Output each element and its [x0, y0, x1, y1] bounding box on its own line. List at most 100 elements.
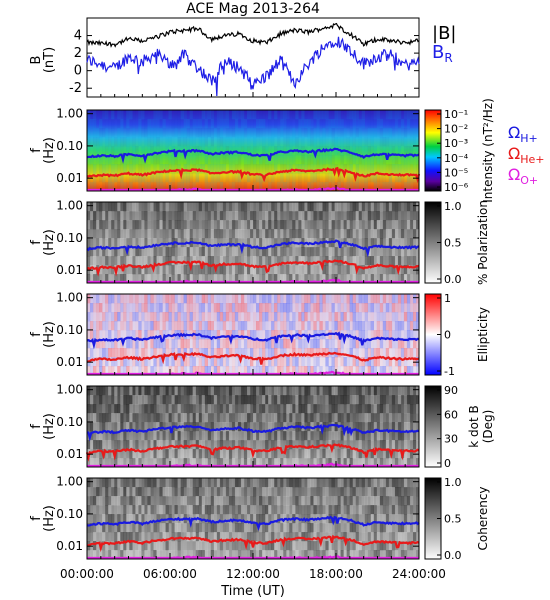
colorbar-tick-label: 0.0	[444, 273, 462, 286]
time-tick-label: 12:00:00	[226, 567, 280, 581]
freq-ylabel-line1: f	[29, 240, 44, 245]
omega-he-line	[86, 166, 421, 184]
colorbar-tick-label: 0.5	[444, 237, 462, 250]
omega-h-line	[86, 331, 420, 350]
freq-ylabel-line1: f	[29, 424, 44, 429]
colorbar-tick-label: 0.5	[444, 513, 462, 526]
freq-tick-label: 0.10	[56, 415, 83, 429]
omega-he-line	[86, 259, 420, 277]
freq-tick-label: 0.01	[56, 355, 83, 369]
omega-h-line	[86, 423, 420, 442]
freq-ylabel-line2: (Hz)	[42, 229, 57, 256]
intensity-panel: 1.00 0.10 0.01 f(Hz) 10⁻¹ 10⁻²10⁻³ 10⁻⁴10⁻⁵ 10⁻…	[29, 98, 495, 203]
freq-ylabel-line2: (Hz)	[42, 137, 57, 164]
spectrogram-background	[87, 110, 419, 191]
colorbar-tick-label: 10⁻⁴	[444, 152, 469, 165]
colorbar-tick-label: 1.0	[444, 476, 462, 489]
colorbar-tick-label: 0	[444, 329, 451, 342]
colorbar-tick-label: 10⁻¹	[444, 108, 468, 121]
colorbar-tick-label: 0	[444, 457, 451, 470]
b-field-ytick-label: -2	[69, 81, 82, 96]
gyrofrequency-legend: ΩH+ ΩHe+ ΩO+	[508, 123, 545, 187]
spectrogram-background	[87, 294, 419, 375]
freq-ylabel-line2: (Hz)	[42, 505, 57, 532]
spectrogram-texture	[87, 294, 420, 376]
colorbar	[424, 109, 442, 192]
freq-tick-label: 0.10	[56, 323, 83, 337]
spectrogram-texture	[87, 478, 420, 560]
ellipticity-panel: 1.00 0.10 0.01 f(Hz) 1 0 -1 Ellipticity	[29, 291, 490, 378]
omega-h-line	[86, 515, 420, 531]
colorbar-tick-label: 10⁻³	[444, 137, 468, 150]
colorbar-tick-label: 1	[444, 292, 451, 305]
omega-h-line	[86, 147, 420, 164]
colorbar-tick-label: -1	[444, 365, 455, 378]
kdotb-panel: 1.00 0.10 0.01 f(Hz) 90 60 30 0 k dot B (Deg)	[29, 383, 495, 470]
freq-tick-label: 0.10	[56, 231, 83, 245]
time-axis: 00:00:00 06:00:00 12:00:00 18:00:00 24:00:00	[60, 567, 446, 581]
spectrogram-texture	[87, 202, 420, 284]
b-field-ytick-label: 2	[74, 46, 82, 61]
freq-tick-label: 1.00	[56, 383, 83, 397]
colorbar-tick-label: 10⁻⁶	[444, 181, 469, 194]
colorbar-tick-label: 30	[444, 433, 458, 446]
colorbar-tick-label: 0.0	[444, 549, 462, 562]
b-field-ytick-label: 4	[74, 29, 82, 44]
freq-tick-label: 0.01	[56, 171, 83, 185]
time-tick-label: 18:00:00	[309, 567, 363, 581]
b-field-frame	[86, 17, 420, 98]
colorbar-tick-label: 1.0	[444, 200, 462, 213]
freq-tick-label: 1.00	[56, 199, 83, 213]
time-tick-label: 00:00:00	[60, 567, 114, 581]
omega-h-line	[86, 239, 420, 258]
legend-b-radial-sub: R	[444, 51, 452, 65]
time-tick-label: 24:00:00	[392, 567, 446, 581]
freq-tick-label: 0.10	[56, 507, 83, 521]
colorbar-title: Intensity (nT²/Hz)	[481, 98, 495, 203]
b-field-ylabel-line1: B	[29, 56, 44, 65]
colorbar-title: Coherency	[476, 486, 490, 550]
b-field-ylabel-line2: (nT)	[42, 47, 57, 73]
colorbar-title-line1: k dot B	[467, 405, 481, 447]
freq-tick-label: 0.01	[56, 263, 83, 277]
legend-omega-o: ΩO+	[508, 165, 538, 187]
spectrogram-panels: 1.000.100.01f(Hz)10⁻¹10⁻²10⁻³10⁻⁴10⁻⁵10⁻…	[29, 98, 495, 562]
freq-tick-label: 0.01	[56, 539, 83, 553]
polarization-panel: 1.00 0.10 0.01 f(Hz) 1.0 0.5 0.0 % Polarization	[29, 199, 490, 286]
freq-tick-label: 1.00	[56, 475, 83, 489]
spectrogram-texture	[87, 110, 420, 192]
colorbar-tick-label: 10⁻⁵	[444, 166, 468, 179]
omega-he-line	[86, 351, 420, 365]
coherency-panel: 1.00 0.10 0.01 f(Hz) 1.0 0.5 0.0 Coherency	[29, 475, 490, 562]
freq-ylabel-line1: f	[29, 148, 44, 153]
omega-he-line	[85, 443, 420, 462]
freq-ylabel-line2: (Hz)	[42, 321, 57, 348]
b-field-panel: 4 2 0 -2 B (nT) |B| BR	[29, 17, 456, 98]
legend-omega-he: ΩHe+	[508, 144, 545, 166]
time-axis-label: Time (UT)	[220, 584, 285, 599]
freq-tick-label: 1.00	[56, 291, 83, 305]
freq-ylabel-line1: f	[29, 332, 44, 337]
freq-tick-label: 0.10	[56, 139, 83, 153]
legend-b-total: |B|	[432, 23, 456, 44]
colorbar-title: Ellipticity	[476, 307, 490, 362]
figure-title: ACE Mag 2013-264	[186, 1, 320, 17]
colorbar	[424, 385, 442, 468]
freq-ylabel-line2: (Hz)	[42, 413, 57, 440]
time-tick-label: 06:00:00	[143, 567, 197, 581]
b-total-line	[86, 22, 420, 48]
legend-b-radial: BR	[432, 42, 453, 65]
legend-omega-h: ΩH+	[508, 123, 538, 145]
colorbar-tick-label: 90	[444, 384, 458, 397]
colorbar-title: % Polarization	[476, 200, 490, 285]
omega-he-line	[86, 534, 420, 553]
freq-tick-label: 1.00	[56, 107, 83, 121]
colorbar-tick-label: 60	[444, 408, 458, 421]
b-field-ytick-label: 0	[74, 64, 82, 79]
colorbar-title-line2: (Deg)	[481, 410, 495, 444]
b-radial-line	[86, 36, 420, 97]
freq-ylabel-line1: f	[29, 516, 44, 521]
colorbar-tick-label: 10⁻²	[444, 123, 468, 136]
freq-tick-label: 0.01	[56, 447, 83, 461]
